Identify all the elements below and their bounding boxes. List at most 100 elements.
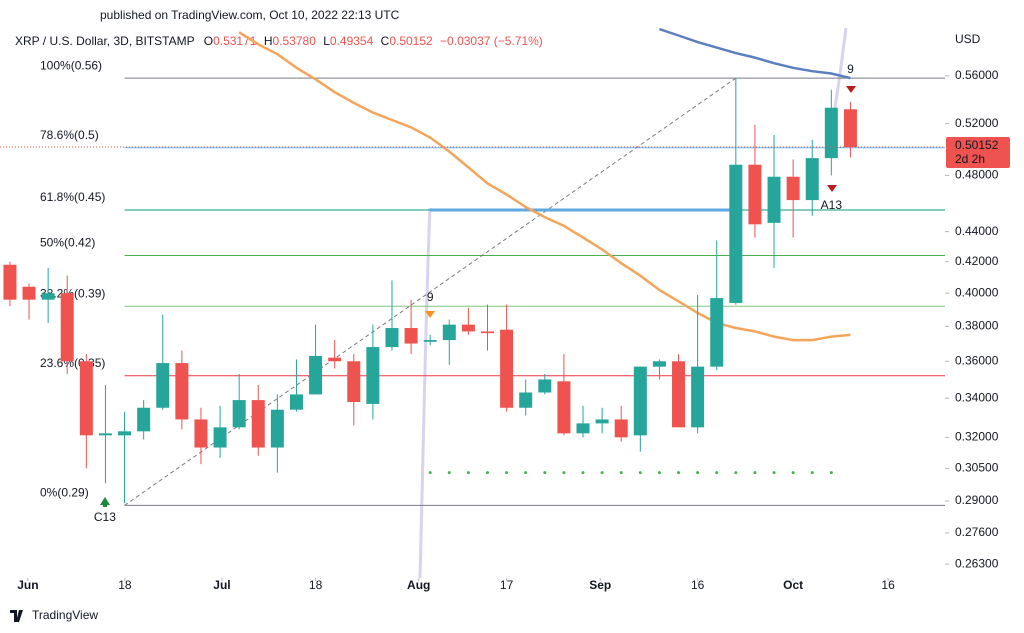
signal-arrow — [103, 503, 107, 507]
y-tick-label: 0.30500 — [955, 461, 999, 475]
candle-body — [767, 176, 781, 223]
signal-dot — [600, 471, 604, 475]
x-tick-label: Oct — [783, 578, 803, 592]
y-tick-label: 0.34000 — [955, 390, 999, 404]
candle-body — [500, 329, 514, 408]
candle-body — [156, 363, 170, 408]
y-tick-label: 0.42000 — [955, 254, 999, 268]
x-tick-label: 18 — [309, 578, 323, 592]
candle-body — [710, 298, 724, 367]
candle-body — [461, 324, 475, 332]
signal-dot — [581, 471, 585, 475]
signal-dot — [734, 471, 738, 475]
candle-body — [786, 176, 800, 201]
price-tag — [946, 137, 1010, 169]
candle-body — [270, 409, 284, 448]
signal-dot — [810, 471, 814, 475]
y-tick-label: 0.36000 — [955, 353, 999, 367]
x-tick-label: Jul — [213, 578, 230, 592]
candle-body — [423, 340, 437, 342]
y-axis-title: USD — [955, 32, 981, 46]
candle-body — [557, 381, 571, 434]
y-tick-label: 0.38000 — [955, 318, 999, 332]
candle-body — [309, 355, 323, 395]
x-tick-label: 18 — [118, 578, 132, 592]
candle-body — [519, 392, 533, 408]
moving-average — [238, 31, 851, 342]
candle-body — [614, 419, 628, 438]
signal-dot — [524, 471, 528, 475]
x-tick-label: 16 — [691, 578, 705, 592]
signal-arrow — [100, 497, 110, 505]
x-tick-label: Aug — [407, 578, 430, 592]
price-tag-countdown: 2d 2h — [955, 152, 985, 166]
plot-area: 0.56000 0.52000 0.48000 0.44000 0.42000 0.400… — [0, 28, 1010, 592]
candle-body — [385, 328, 399, 348]
signal-dot — [428, 471, 432, 475]
legend-header: XRP / U.S. Dollar, 3D, BITSTAMP O0.53171… — [15, 34, 543, 48]
signal-dot — [447, 471, 451, 475]
signal-dot — [543, 471, 547, 475]
signal-arrow — [846, 86, 856, 93]
candle-body — [347, 361, 361, 402]
fib-label: 50%(0.42) — [40, 236, 95, 250]
candle-body — [442, 324, 456, 341]
candle-body — [194, 419, 208, 448]
signal-dot — [715, 471, 719, 475]
ohlc-label: O — [204, 34, 213, 48]
fib-label: 61.8%(0.45) — [40, 190, 105, 204]
y-tick-label: 0.40000 — [955, 285, 999, 299]
candle-body — [748, 164, 762, 225]
candle-body — [79, 361, 93, 436]
signal-dot — [753, 471, 757, 475]
signal-dot — [619, 471, 623, 475]
y-tick-label: 0.32000 — [955, 430, 999, 444]
candle-body — [118, 431, 132, 436]
candle-body — [175, 363, 189, 420]
fib-label: 100%(0.56) — [40, 58, 102, 72]
logo-mark — [10, 610, 23, 622]
brand-name: TradingView — [32, 608, 98, 622]
signal-dot — [485, 471, 489, 475]
y-tick-label: 0.26300 — [955, 556, 999, 570]
fib-label: 78.6%(0.5) — [40, 128, 99, 142]
y-tick-label: 0.44000 — [955, 224, 999, 238]
candle-body — [633, 366, 647, 436]
signal-dot — [696, 471, 700, 475]
x-tick-label: 16 — [881, 578, 895, 592]
fib-label: 0%(0.29) — [40, 486, 89, 500]
x-tick-label: Sep — [589, 578, 611, 592]
candle-body — [232, 400, 246, 428]
candle-body — [98, 433, 112, 436]
signal-dot — [466, 471, 470, 475]
fib-trend-line — [124, 77, 737, 506]
signal-dot — [829, 471, 833, 475]
annotation: 9 — [427, 290, 434, 304]
y-tick-label: 0.56000 — [955, 68, 999, 82]
signal-arrow — [425, 311, 435, 318]
x-tick-label: Jun — [17, 578, 38, 592]
annotation: A13 — [821, 198, 843, 212]
ohlc-value: 0.53780 — [272, 34, 316, 48]
candle-body — [595, 419, 609, 424]
ohlc-value: 0.49354 — [330, 34, 374, 48]
ohlc-label: L — [323, 34, 330, 48]
signal-dot — [657, 471, 661, 475]
candle-body — [251, 400, 265, 448]
y-tick-label: 0.27600 — [955, 525, 999, 539]
candle-body — [729, 164, 743, 303]
candle-body — [3, 264, 17, 300]
candle-body — [22, 286, 36, 300]
candle-body — [137, 407, 151, 432]
signal-dot — [772, 471, 776, 475]
candle-body — [41, 293, 55, 300]
change: −0.03037 (−5.71%) — [440, 34, 543, 48]
candle-body — [805, 158, 819, 201]
y-tick-label: 0.52000 — [955, 116, 999, 130]
ohlc-label: C — [381, 34, 390, 48]
published-note: published on TradingView.com, Oct 10, 20… — [100, 8, 400, 22]
candle-body — [843, 109, 857, 148]
signal-dot — [562, 471, 566, 475]
